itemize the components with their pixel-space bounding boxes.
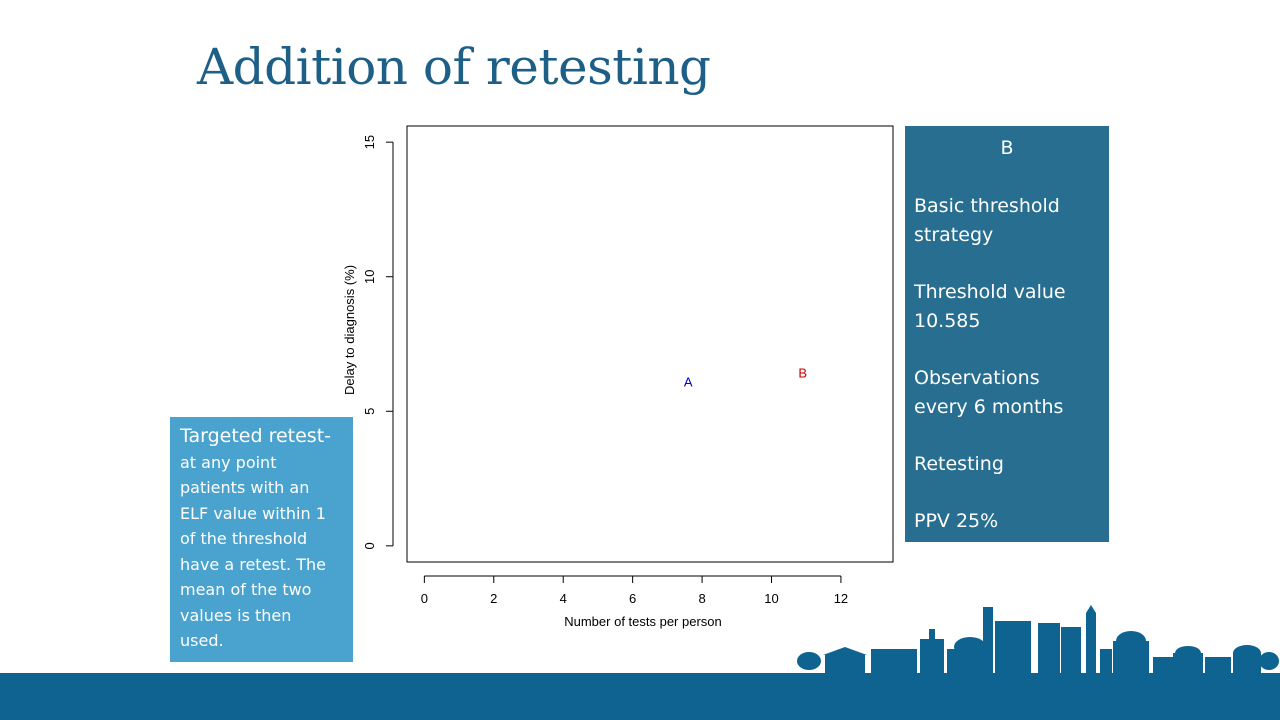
x-tick-label: 10 xyxy=(764,591,778,606)
data-point-b: B xyxy=(798,365,807,380)
info-box-line: Basic threshold xyxy=(914,195,1060,217)
note-box-line: used. xyxy=(180,631,224,650)
y-tick-label: 5 xyxy=(362,408,377,415)
info-box-line: Retesting xyxy=(914,453,1004,475)
y-axis-label: Delay to diagnosis (%) xyxy=(342,265,357,395)
info-box-line: strategy xyxy=(914,224,994,246)
x-tick-label: 8 xyxy=(698,591,705,606)
x-tick-label: 2 xyxy=(490,591,497,606)
strategy-info-box: B Basic threshold strategy Threshold value… xyxy=(905,126,1109,542)
info-box-line: Observations xyxy=(914,367,1040,389)
y-tick-label: 0 xyxy=(362,542,377,549)
info-box-spacer xyxy=(914,336,1100,364)
note-box-line: values is then xyxy=(180,605,292,625)
x-tick-label: 12 xyxy=(834,591,848,606)
city-skyline-logo xyxy=(797,605,1279,673)
note-box-line: patients with an xyxy=(180,478,310,497)
x-tick-label: 4 xyxy=(560,591,567,606)
x-axis-label: Number of tests per person xyxy=(564,614,722,629)
note-box-line: ELF value within 1 xyxy=(180,503,326,523)
info-box-spacer xyxy=(914,250,1100,278)
note-box-line: mean of the two xyxy=(180,580,312,599)
info-box-line: Threshold value xyxy=(914,281,1066,303)
info-box-spacer xyxy=(914,422,1100,450)
scatter-chart: 0 2 4 6 8 10 12 0 5 10 15 Number of tests per perso… xyxy=(342,125,894,629)
info-box-line: PPV 25% xyxy=(914,510,999,532)
data-point-a: A xyxy=(684,375,693,390)
x-tick-label: 6 xyxy=(629,591,636,606)
info-box-line: every 6 months xyxy=(914,396,1064,418)
footer-band xyxy=(0,673,1280,720)
retest-note-box: Targeted retest- at any point patients wi… xyxy=(170,417,353,662)
info-box-header: B xyxy=(1000,137,1014,159)
note-box-line: have a retest. The xyxy=(180,554,326,574)
info-box-spacer xyxy=(914,479,1100,507)
note-box-lead: Targeted retest- xyxy=(180,425,331,447)
slide-title: Addition of retesting xyxy=(197,38,711,96)
info-box-line: 10.585 xyxy=(914,310,981,332)
y-tick-label: 10 xyxy=(362,269,377,283)
x-tick-label: 0 xyxy=(421,591,428,606)
note-box-line: at any point xyxy=(180,452,277,472)
y-tick-label: 15 xyxy=(362,135,377,149)
note-box-line: of the threshold xyxy=(180,529,308,548)
plot-frame xyxy=(406,125,894,563)
